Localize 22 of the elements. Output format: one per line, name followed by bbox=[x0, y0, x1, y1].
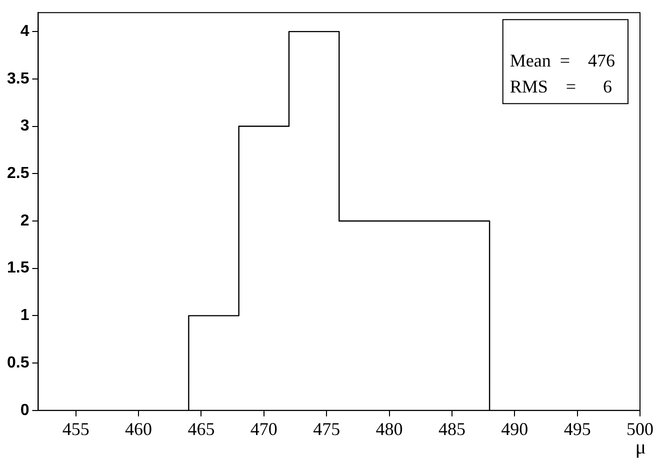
x-tick-label: 495 bbox=[564, 418, 591, 439]
x-tick-label: 490 bbox=[501, 418, 528, 439]
x-tick-label: 485 bbox=[438, 418, 466, 439]
x-tick-label: 470 bbox=[250, 418, 278, 439]
y-tick-label: 2 bbox=[20, 212, 30, 230]
annotation: Mean = 476 bbox=[510, 50, 616, 70]
y-tick-label: 1.5 bbox=[6, 260, 30, 277]
x-tick-label: 500 bbox=[626, 418, 654, 439]
annotation: RMS = 6 bbox=[510, 76, 612, 96]
x-tick-label: 455 bbox=[62, 418, 90, 439]
x-axis-title: μ bbox=[635, 436, 646, 459]
y-tick-label: 0.5 bbox=[6, 354, 30, 372]
y-tick-label: 3 bbox=[20, 118, 30, 135]
y-tick-label: 2.5 bbox=[6, 165, 30, 182]
x-tick-label: 475 bbox=[313, 418, 340, 439]
x-tick-label: 480 bbox=[376, 418, 403, 439]
x-tick-label: 465 bbox=[188, 418, 215, 439]
y-tick-label: 3.5 bbox=[6, 70, 30, 88]
y-tick-label: 1 bbox=[20, 307, 30, 324]
x-tick-label: 460 bbox=[125, 418, 152, 439]
y-tick-label: 0 bbox=[20, 402, 30, 419]
y-tick-label: 4 bbox=[20, 22, 30, 40]
